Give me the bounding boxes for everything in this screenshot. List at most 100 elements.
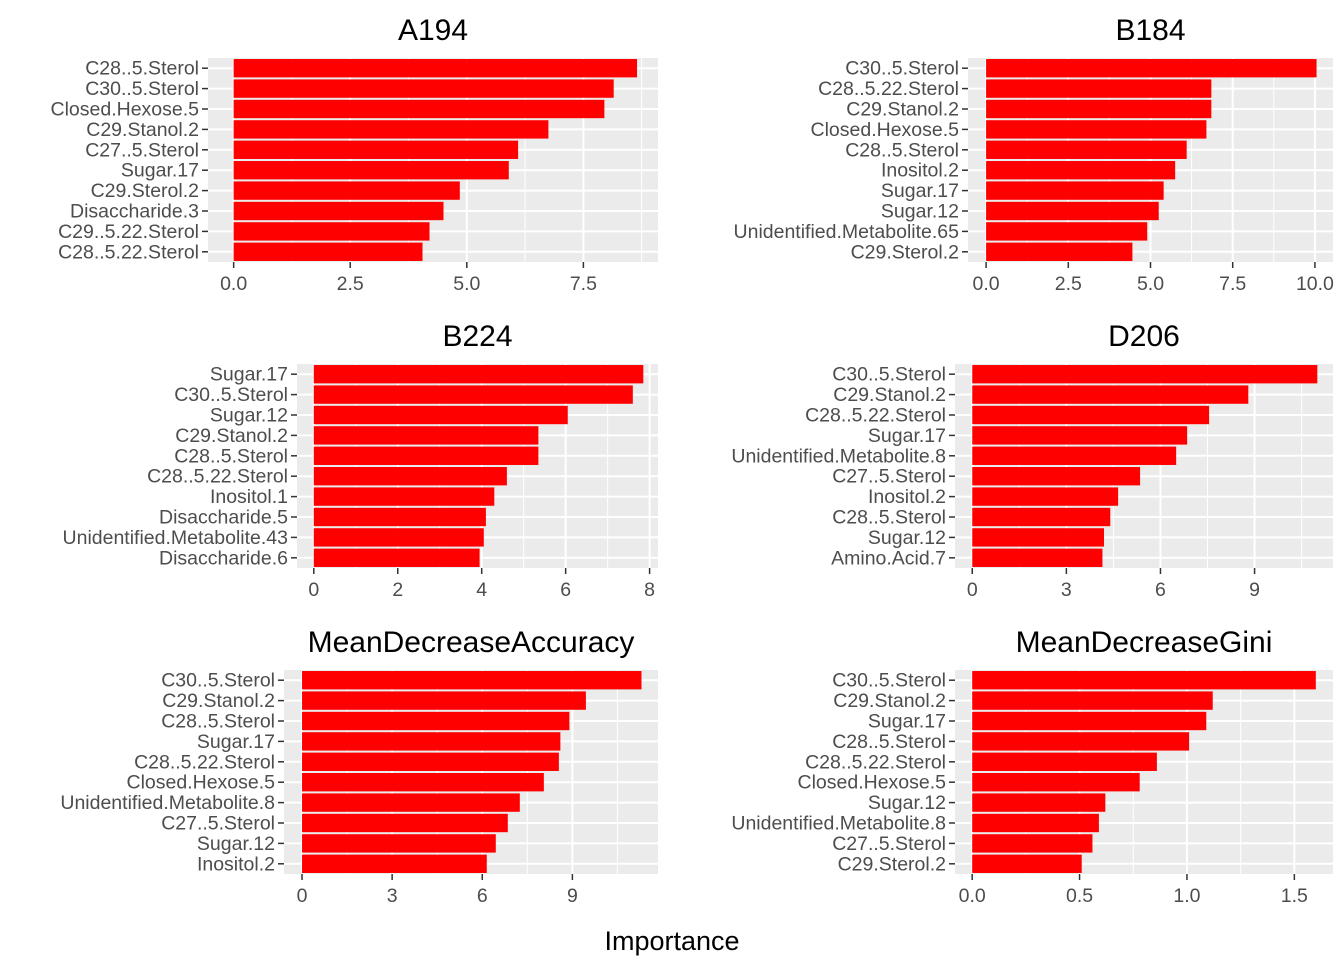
bar xyxy=(313,507,486,527)
bar xyxy=(233,140,519,159)
x-tick-label: 0 xyxy=(308,579,319,601)
y-tick-label: Sugar.12 xyxy=(210,405,288,427)
x-tick-label: 3 xyxy=(1061,579,1072,601)
bar xyxy=(986,140,1187,159)
bar xyxy=(972,834,1093,853)
x-tick-label: 0 xyxy=(967,579,978,601)
x-tick-label: 0 xyxy=(297,885,308,907)
y-tick-label: C28..5.22.Sterol xyxy=(805,405,946,427)
y-tick-label: Inositol.1 xyxy=(210,486,288,508)
y-tick-label: Disaccharide.6 xyxy=(159,547,288,569)
bar xyxy=(302,691,586,710)
y-tick-label: C28..5.22.Sterol xyxy=(818,78,959,100)
y-tick-label: Disaccharide.5 xyxy=(159,507,288,529)
y-tick-label: Closed.Hexose.5 xyxy=(127,772,276,794)
y-tick-label: Amino.Acid.7 xyxy=(831,547,946,569)
x-tick-label: 9 xyxy=(1249,579,1260,601)
x-tick-label: 2.5 xyxy=(1055,273,1082,295)
bar xyxy=(972,671,1316,690)
bar xyxy=(986,181,1164,200)
panel-title: B224 xyxy=(442,320,512,353)
bar xyxy=(972,711,1207,731)
bar xyxy=(986,59,1317,78)
panel-1: C30..5.SterolC28..5.22.SterolC29.Stanol.… xyxy=(734,14,1335,295)
bar xyxy=(313,487,495,506)
y-tick-label: Unidentified.Metabolite.65 xyxy=(734,221,960,243)
panel-0: C28..5.SterolC30..5.SterolClosed.Hexose.… xyxy=(51,14,658,295)
y-tick-label: Unidentified.Metabolite.43 xyxy=(63,527,288,549)
bar xyxy=(233,181,460,200)
bar xyxy=(302,671,642,690)
y-tick-label: Sugar.12 xyxy=(881,201,959,223)
bar xyxy=(313,446,539,465)
y-tick-label: C30..5.Sterol xyxy=(832,364,946,386)
bar xyxy=(972,385,1249,404)
bar xyxy=(972,793,1106,812)
bar xyxy=(233,79,614,98)
bar xyxy=(313,426,539,445)
y-tick-label: C29..5.22.Sterol xyxy=(58,221,199,243)
y-tick-label: C30..5.Sterol xyxy=(832,670,946,692)
y-tick-label: C28..5.22.Sterol xyxy=(805,751,946,773)
y-tick-label: C30..5.Sterol xyxy=(174,384,288,406)
y-tick-label: C28..5.Sterol xyxy=(845,139,959,161)
bar xyxy=(972,528,1105,547)
x-tick-label: 1.0 xyxy=(1173,885,1200,907)
bar xyxy=(972,446,1177,465)
x-tick-label: 6 xyxy=(477,885,488,907)
y-tick-label: Sugar.17 xyxy=(868,425,946,447)
panel-title: D206 xyxy=(1108,320,1180,353)
x-tick-label: 4 xyxy=(476,579,487,601)
bar xyxy=(302,854,487,873)
x-tick-label: 7.5 xyxy=(1219,273,1246,295)
bar xyxy=(972,426,1188,445)
bar xyxy=(313,467,507,486)
panels: C28..5.Sterol C30..5.Sterol Closed.Hexose.… xyxy=(51,14,1335,907)
y-tick-label: Inositol.2 xyxy=(881,160,959,182)
panel-4: C30..5.SterolC29.Stanol.2C28..5.SterolSu… xyxy=(60,626,658,907)
bar xyxy=(233,201,444,221)
panel-title: MeanDecreaseGini xyxy=(1016,626,1273,659)
y-tick-label: Inositol.2 xyxy=(197,853,275,875)
y-tick-label: C29.Sterol.2 xyxy=(851,241,959,263)
bar xyxy=(313,405,568,425)
panel-title: MeanDecreaseAccuracy xyxy=(308,626,635,659)
y-tick-label: C29.Stanol.2 xyxy=(833,384,946,406)
x-tick-label: 2.5 xyxy=(337,273,364,295)
panel-3: C30..5.SterolC29.Stanol.2C28..5.22.Stero… xyxy=(731,320,1333,601)
y-tick-label: C29.Stanol.2 xyxy=(162,690,275,712)
y-tick-label: C29.Stanol.2 xyxy=(86,119,199,141)
y-tick-label: Sugar.17 xyxy=(868,711,946,733)
y-tick-label: C28..5.22.Sterol xyxy=(147,466,288,488)
x-tick-label: 0.0 xyxy=(973,273,1000,295)
bar xyxy=(302,793,520,812)
bar xyxy=(972,813,1099,833)
bar xyxy=(986,161,1176,180)
bar xyxy=(313,365,644,384)
y-tick-label: C29.Stanol.2 xyxy=(175,425,288,447)
y-tick-label: Sugar.17 xyxy=(881,180,959,202)
bar xyxy=(313,528,484,547)
x-tick-label: 0.5 xyxy=(1066,885,1093,907)
x-tick-label: 6 xyxy=(560,579,571,601)
x-tick-label: 7.5 xyxy=(570,273,597,295)
y-tick-label: Sugar.12 xyxy=(868,527,946,549)
y-tick-label: C29.Sterol.2 xyxy=(838,853,946,875)
bar xyxy=(302,732,561,751)
y-tick-label: C28..5.Sterol xyxy=(832,731,946,753)
x-tick-label: 5.0 xyxy=(453,273,480,295)
y-tick-label: C28..5.22.Sterol xyxy=(58,241,199,263)
y-tick-label: C29.Stanol.2 xyxy=(833,690,946,712)
bar xyxy=(313,548,480,567)
y-tick-label: Unidentified.Metabolite.8 xyxy=(731,813,946,835)
y-tick-label: Sugar.12 xyxy=(868,792,946,814)
y-tick-label: C28..5.Sterol xyxy=(85,58,199,80)
x-tick-label: 5.0 xyxy=(1137,273,1164,295)
y-tick-label: C30..5.Sterol xyxy=(845,58,959,80)
bar xyxy=(972,732,1190,751)
x-tick-label: 1.5 xyxy=(1281,885,1308,907)
y-tick-label: Sugar.17 xyxy=(197,731,275,753)
bar xyxy=(972,773,1140,792)
bar xyxy=(233,242,423,261)
x-tick-label: 9 xyxy=(567,885,578,907)
